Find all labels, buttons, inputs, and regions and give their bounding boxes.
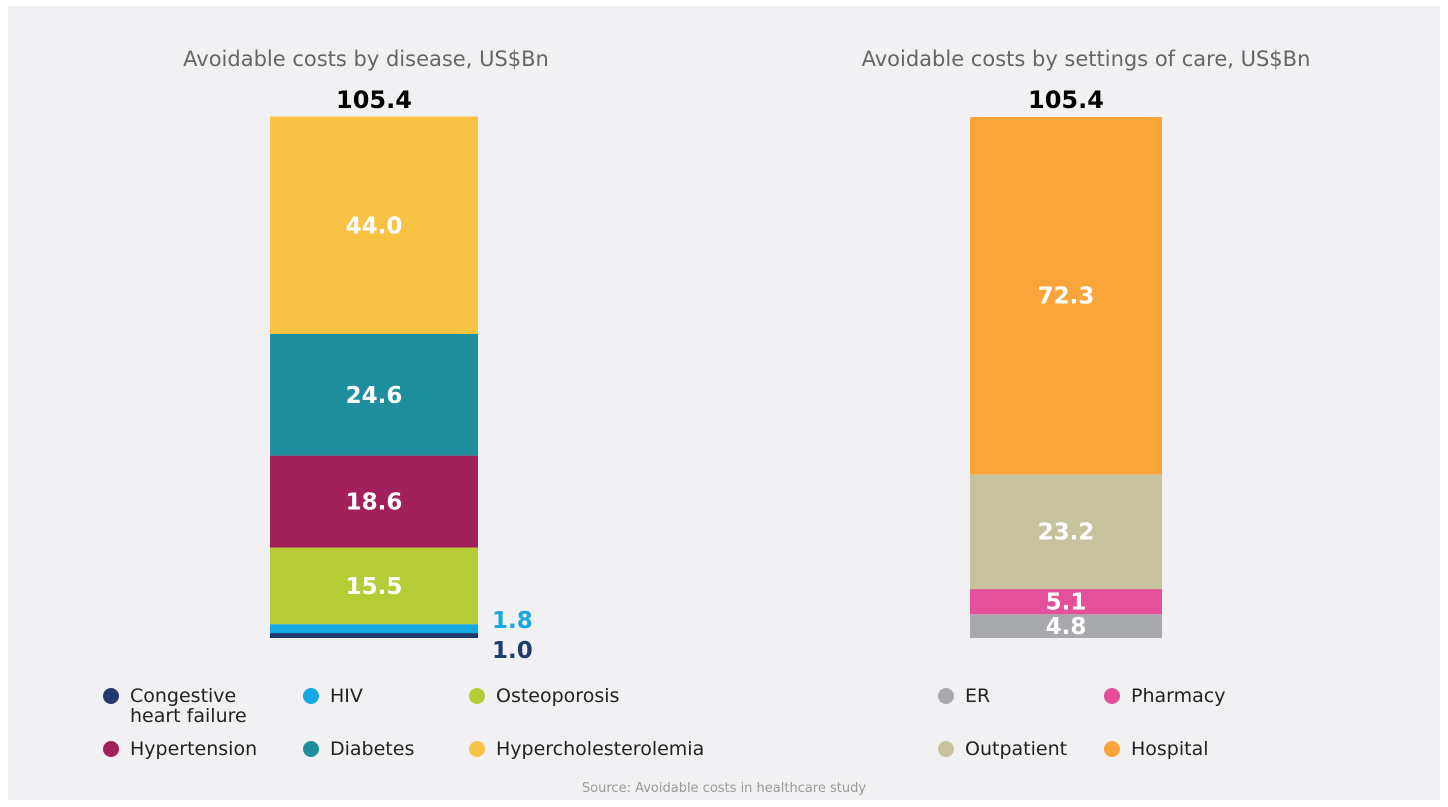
total-label: 105.4 — [1028, 86, 1104, 114]
legend-item: Diabetes — [303, 739, 453, 759]
source-note: Source: Avoidable costs in healthcare st… — [581, 781, 867, 796]
legend-label: Outpatient — [965, 738, 1068, 760]
data-label: 1.8 — [492, 608, 533, 634]
bar-segment — [970, 589, 1162, 615]
data-label: 1.0 — [492, 638, 533, 664]
legend-marker — [1104, 688, 1120, 704]
legend-label: Diabetes — [330, 738, 415, 760]
legend-label: Hospital — [1131, 738, 1209, 760]
legend-label: Congestive heart failure — [130, 685, 247, 727]
data-label: 4.8 — [1046, 614, 1087, 640]
data-label: 23.2 — [1038, 520, 1095, 546]
legend-marker — [103, 688, 119, 704]
data-label: 5.1 — [1046, 590, 1087, 616]
legend-marker — [469, 741, 485, 757]
data-label: 44.0 — [346, 213, 403, 239]
bar-segment — [270, 455, 478, 548]
legend-marker — [938, 741, 954, 757]
data-label: 72.3 — [1038, 284, 1095, 310]
legend-marker — [303, 741, 319, 757]
legend-label: Hypercholesterolemia — [496, 738, 705, 760]
total-label: 105.4 — [336, 86, 412, 114]
legend-item: Hypertension — [103, 739, 263, 759]
legend-item: Hospital — [1104, 739, 1264, 759]
background-panel — [8, 6, 1440, 800]
legend-item: Pharmacy — [1104, 686, 1264, 706]
legend-marker — [103, 741, 119, 757]
legend-marker — [938, 688, 954, 704]
bar-segment — [270, 547, 478, 625]
legend-label: Pharmacy — [1131, 685, 1226, 707]
legend-marker — [303, 688, 319, 704]
bar-segment — [970, 474, 1162, 590]
legend-marker — [469, 688, 485, 704]
bar-segment — [270, 624, 478, 634]
bar-segment — [270, 334, 478, 456]
data-label: 24.6 — [346, 383, 403, 409]
legend-item: HIV — [303, 686, 453, 706]
bar-segment — [970, 614, 1162, 638]
bar-segment — [270, 116, 478, 335]
data-label: 18.6 — [346, 490, 403, 516]
legend-item: Osteoporosis — [469, 686, 729, 706]
legend-item: Congestive heart failure — [103, 686, 263, 726]
legend-label: Hypertension — [130, 738, 258, 760]
legend-label: Osteoporosis — [496, 685, 620, 707]
chart-title: Avoidable costs by disease, US$Bn — [183, 47, 549, 71]
data-label: 15.5 — [346, 574, 403, 600]
legend-item: Outpatient — [938, 739, 1098, 759]
legend-label: ER — [965, 685, 991, 707]
chart-title: Avoidable costs by settings of care, US$… — [862, 47, 1311, 71]
legend-marker — [1104, 741, 1120, 757]
legend-item: ER — [938, 686, 1098, 706]
legend-item: Hypercholesterolemia — [469, 739, 729, 759]
legend-label: HIV — [330, 685, 363, 707]
bar-segment — [970, 117, 1162, 475]
bar-segment — [270, 633, 478, 638]
